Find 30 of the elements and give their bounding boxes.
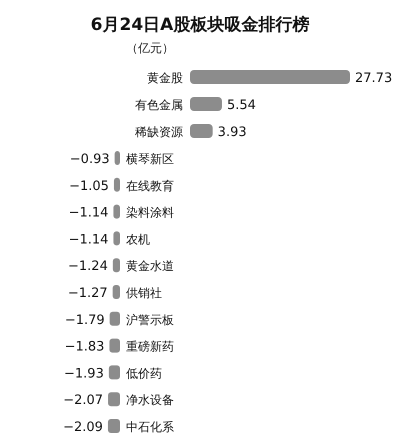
- data-label: 3.93: [218, 125, 247, 140]
- y-tick-label: 净水设备: [126, 393, 174, 408]
- chart-title: 6月24日A股板块吸金排行榜: [90, 15, 310, 35]
- y-tick-label: 沪警示板: [126, 312, 174, 327]
- y-tick-label: 黄金股: [147, 71, 183, 85]
- y-tick-label: 供销社: [126, 286, 162, 300]
- data-label: 5.54: [226, 98, 256, 113]
- y-tick-label: 黄金水道: [126, 259, 174, 274]
- y-tick-label: 有色金属: [135, 98, 183, 112]
- y-tick-label: 染料涂料: [126, 206, 174, 220]
- chart-subtitle: （亿元）: [126, 41, 174, 55]
- y-tick-label: 中石化系: [126, 420, 174, 434]
- data-label: −1.79: [64, 312, 105, 328]
- y-tick-label: 农机: [126, 232, 150, 246]
- y-tick-label: 重磅新药: [126, 340, 174, 354]
- data-label: −1.24: [68, 259, 108, 274]
- data-label: −1.05: [69, 178, 109, 194]
- data-label: 27.73: [355, 71, 392, 86]
- y-tick-label: 稀缺资源: [135, 125, 183, 139]
- data-label: −1.14: [68, 206, 108, 221]
- data-label: −2.07: [63, 393, 104, 408]
- data-label: −2.09: [63, 420, 103, 435]
- y-tick-label: 在线教育: [126, 178, 174, 193]
- data-label: −1.27: [68, 286, 108, 301]
- y-tick-label: 横琴新区: [126, 152, 174, 166]
- data-label: −1.14: [68, 232, 108, 248]
- data-label: −0.93: [70, 152, 110, 167]
- y-tick-label: 低价药: [126, 366, 162, 380]
- data-label: −1.83: [64, 340, 104, 355]
- data-label: −1.93: [64, 366, 104, 382]
